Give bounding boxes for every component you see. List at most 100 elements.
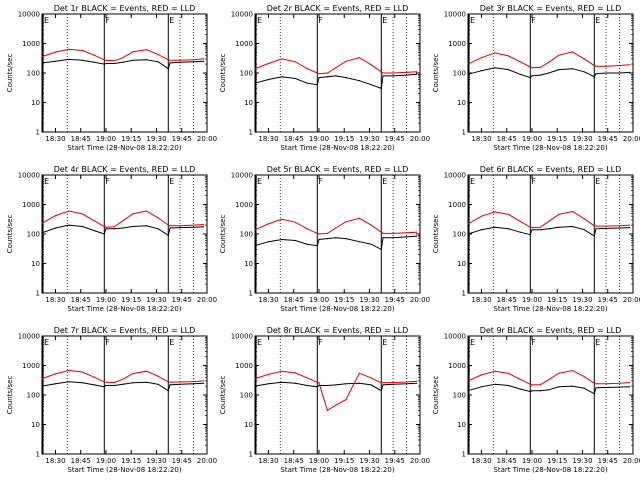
data-point <box>480 70 483 72</box>
data-point <box>345 399 347 401</box>
y-tick-label: 10 <box>457 260 466 268</box>
y-axis-label: Counts/sec <box>432 54 440 93</box>
data-point <box>122 227 124 229</box>
y-tick-label: 10000 <box>18 333 40 341</box>
data-point <box>157 54 159 56</box>
data-point <box>326 409 328 411</box>
data-point <box>416 382 418 384</box>
data-point <box>405 71 408 73</box>
x-tick-label: 19:15 <box>334 296 354 304</box>
data-point <box>548 379 550 381</box>
data-point <box>192 59 195 61</box>
data-point <box>548 72 550 74</box>
x-tick-label: 19:45 <box>385 457 405 465</box>
data-point <box>531 390 533 392</box>
chart-title: Det 7r BLACK = Events, RED = LLD <box>54 326 196 335</box>
data-point <box>558 213 560 215</box>
x-tick-label: 18:45 <box>284 457 304 465</box>
data-point <box>467 390 469 392</box>
data-point <box>294 77 296 80</box>
y-axis-label: Counts/sec <box>219 54 227 93</box>
chart-title: Det 9r BLACK = Events, RED = LLD <box>480 326 622 335</box>
y-tick-label: 1 <box>249 451 253 459</box>
data-point <box>267 62 270 65</box>
x-tick-label: 18:30 <box>258 135 278 143</box>
data-point <box>382 237 384 239</box>
chart-panel-8: Det 8r BLACK = Events, RED = LLD 1 10 100 10… <box>219 326 430 474</box>
data-point <box>318 382 320 384</box>
data-point <box>113 228 115 230</box>
x-tick-label: 19:00 <box>522 457 542 465</box>
data-point <box>254 378 256 380</box>
y-tick-label: 10000 <box>444 333 466 341</box>
event-marker-label: F <box>105 16 110 25</box>
data-point <box>132 373 134 375</box>
x-tick-label: 18:30 <box>45 135 65 143</box>
chart-panel-1: Det 1r BLACK = Events, RED = LLD 1 10 100 10… <box>6 4 217 152</box>
data-point <box>335 237 337 239</box>
data-point <box>405 74 408 76</box>
data-point <box>507 213 509 215</box>
data-point <box>558 54 560 56</box>
chart-title: Det 5r BLACK = Events, RED = LLD <box>267 165 409 174</box>
data-point <box>103 386 105 388</box>
data-point <box>169 384 171 386</box>
chart-panel-5: Det 5r BLACK = Events, RED = LLD 1 10 100 10… <box>219 165 430 313</box>
data-point <box>382 232 384 234</box>
x-tick-label: 19:15 <box>334 457 354 465</box>
data-point <box>318 77 320 79</box>
data-point <box>529 383 531 385</box>
y-tick-label: 10000 <box>18 172 40 180</box>
data-point <box>93 230 95 232</box>
event-marker-label: E <box>169 177 174 186</box>
data-point <box>380 231 382 233</box>
data-point <box>157 383 159 385</box>
data-point <box>326 238 328 240</box>
y-tick-label: 1000 <box>22 40 40 48</box>
data-point <box>392 232 394 234</box>
data-point <box>93 220 95 222</box>
x-tick-label: 19:30 <box>146 296 166 304</box>
y-tick-label: 10000 <box>231 333 253 341</box>
data-point <box>416 73 418 75</box>
x-tick-label: 19:30 <box>572 296 592 304</box>
data-point <box>81 49 83 52</box>
data-point <box>605 72 607 74</box>
data-point <box>605 227 607 229</box>
data-point <box>548 61 550 63</box>
data-point <box>254 229 256 231</box>
data-point <box>105 228 107 230</box>
y-tick-label: 100 <box>27 392 40 400</box>
data-point <box>54 215 57 217</box>
data-point <box>583 229 585 231</box>
data-point <box>558 372 560 374</box>
data-point <box>281 218 283 220</box>
plot-frame <box>254 174 421 294</box>
data-point <box>318 238 320 241</box>
data-point <box>571 51 574 53</box>
event-marker-label: E <box>595 177 600 186</box>
series-line-events <box>41 224 204 237</box>
data-point <box>531 229 533 231</box>
y-tick-label: 1000 <box>235 362 253 370</box>
x-tick-label: 18:45 <box>71 135 91 143</box>
data-point <box>192 383 195 385</box>
data-point <box>529 391 531 393</box>
event-marker-label: E <box>44 177 49 186</box>
series-line-lld <box>41 369 204 384</box>
data-point <box>618 382 621 384</box>
data-point <box>494 52 496 54</box>
chart-panel-2: Det 2r BLACK = Events, RED = LLD 1 10 100 10… <box>219 4 430 152</box>
data-point <box>203 60 205 62</box>
x-tick-label: 19:00 <box>96 457 116 465</box>
event-marker-label: E <box>169 16 174 25</box>
data-point <box>467 73 469 75</box>
data-point <box>629 71 631 73</box>
data-point <box>203 226 205 228</box>
data-point <box>370 243 372 245</box>
data-point <box>629 224 631 226</box>
x-axis-label: Start Time (28-Nov-08 18:22:20) <box>67 305 181 313</box>
y-tick-label: 10 <box>457 99 466 107</box>
plot-frame <box>41 335 208 455</box>
data-point <box>105 62 107 65</box>
